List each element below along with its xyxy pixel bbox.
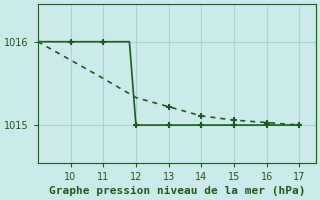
X-axis label: Graphe pression niveau de la mer (hPa): Graphe pression niveau de la mer (hPa) [49, 186, 305, 196]
